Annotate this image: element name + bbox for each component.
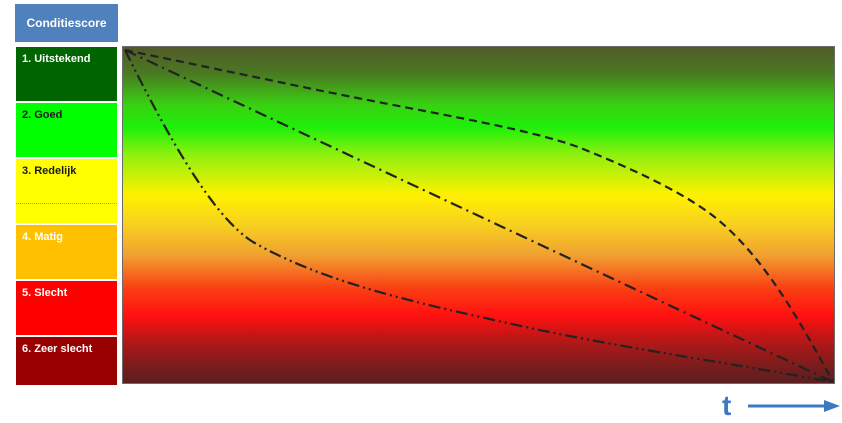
level-3-label: 3. Redelijk [22, 165, 77, 177]
degradation-plot [122, 46, 835, 384]
level-4-moderate: 4. Matig [15, 224, 118, 280]
level-4-label: 4. Matig [22, 231, 63, 243]
level-1-excellent: 1. Uitstekend [15, 46, 118, 102]
time-arrow-icon [748, 400, 840, 412]
level-2-label: 2. Goed [22, 109, 63, 121]
curve-dash-dot-dot [124, 49, 834, 384]
legend-header: Conditiescore [15, 4, 118, 42]
legend-header-title: Conditiescore [26, 16, 107, 30]
degradation-curves [124, 48, 834, 384]
level-5-label: 5. Slecht [22, 287, 68, 299]
level-1-label: 1. Uitstekend [22, 53, 91, 65]
level-5-poor: 5. Slecht [15, 280, 118, 336]
level-3-fair: 3. Redelijk [15, 158, 118, 224]
time-axis-label: t [722, 390, 732, 421]
level-6-label: 6. Zeer slecht [22, 343, 93, 355]
curve-dashed [124, 48, 834, 383]
level-6-very-poor: 6. Zeer slecht [15, 336, 118, 386]
level-2-good: 2. Goed [15, 102, 118, 158]
curve-dash-dot [124, 49, 834, 383]
level-3-divider [16, 203, 117, 204]
